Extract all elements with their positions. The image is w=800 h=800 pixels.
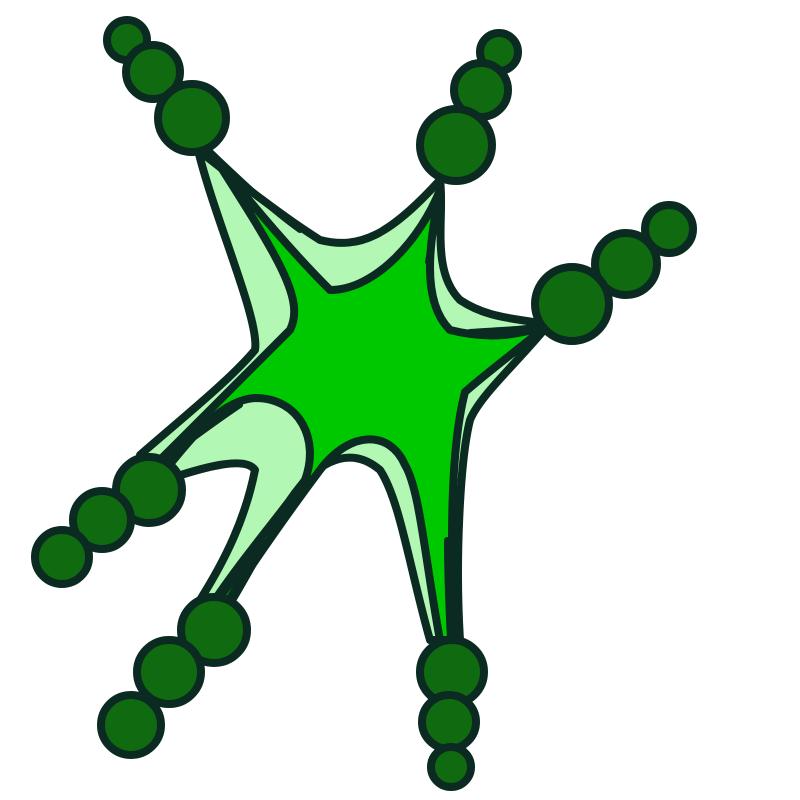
bead-arm-bottom-left (97, 593, 251, 759)
bead (641, 201, 697, 257)
bead-arm-upper-left (103, 16, 230, 156)
bead (112, 453, 186, 527)
bead (154, 80, 230, 156)
bead (122, 41, 184, 103)
bead (416, 105, 496, 185)
bead (31, 526, 93, 588)
bead (531, 263, 613, 345)
bead (69, 487, 135, 553)
bead (97, 691, 165, 759)
bead (427, 743, 475, 791)
bead (418, 691, 480, 753)
bead (133, 636, 205, 708)
bead (177, 593, 251, 667)
bead-arm-upper-right (416, 29, 522, 185)
bead-arm-bottom (416, 636, 488, 791)
bead-arm-lower-left (31, 453, 186, 588)
bead-arm-right (531, 201, 697, 345)
bead (591, 229, 661, 299)
